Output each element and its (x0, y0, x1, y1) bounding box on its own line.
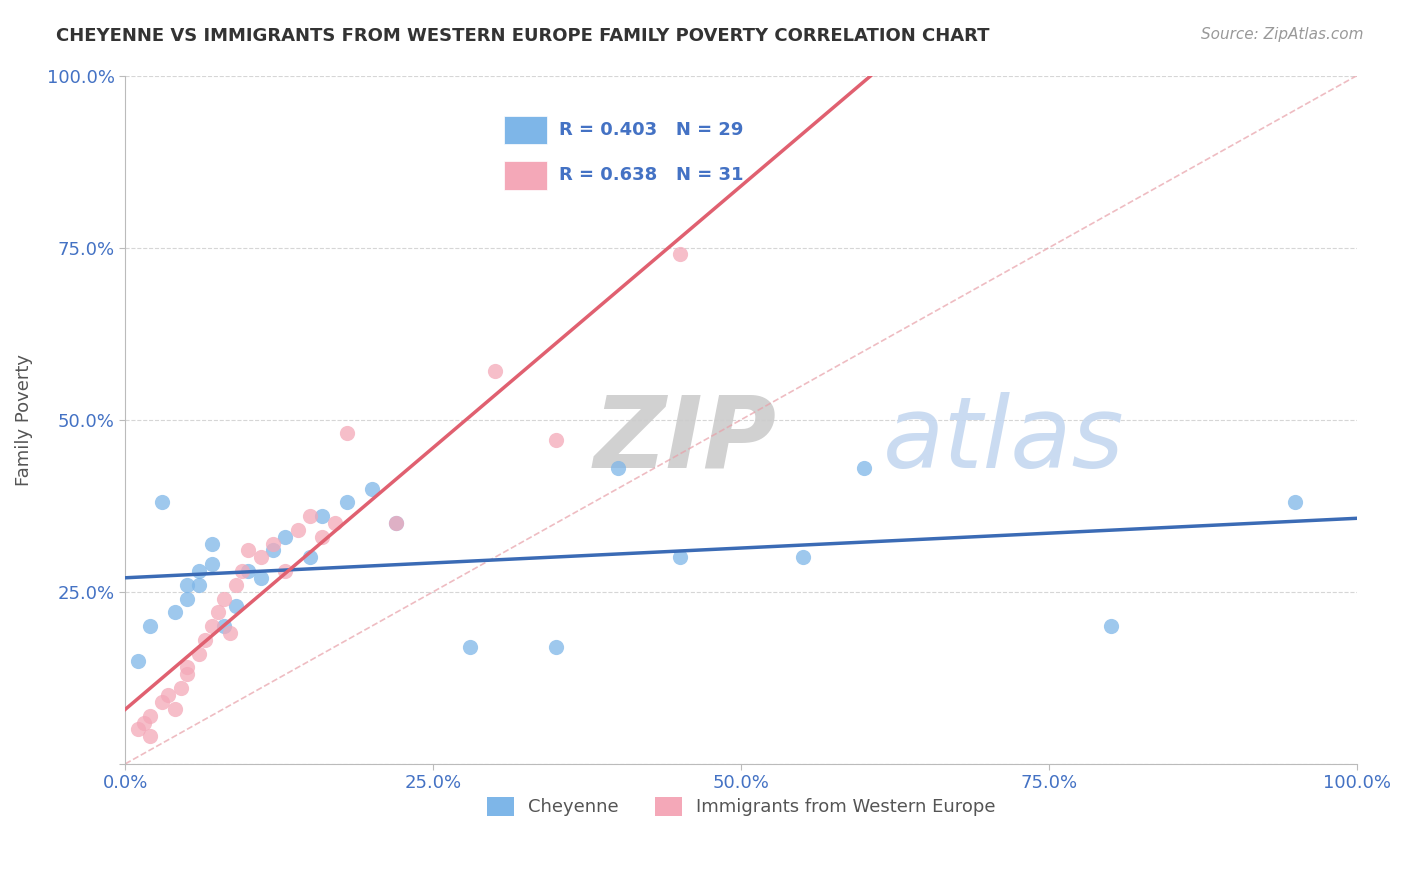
Point (157, 688, 180, 702)
Point (176, 667, 198, 681)
Point (336, 426, 359, 441)
Point (188, 578, 211, 592)
Point (231, 564, 253, 578)
Point (311, 530, 333, 544)
Point (127, 654, 149, 668)
Point (238, 543, 260, 558)
Point (176, 591, 198, 606)
Point (139, 708, 162, 723)
Point (311, 509, 333, 524)
Point (853, 460, 876, 475)
Point (200, 619, 222, 633)
Point (176, 660, 198, 674)
Point (458, 640, 481, 654)
Text: atlas: atlas (883, 392, 1125, 489)
Point (176, 578, 198, 592)
Text: Source: ZipAtlas.com: Source: ZipAtlas.com (1201, 27, 1364, 42)
Point (668, 550, 690, 565)
Legend: Cheyenne, Immigrants from Western Europe: Cheyenne, Immigrants from Western Europe (479, 789, 1002, 823)
Point (274, 564, 297, 578)
Text: CHEYENNE VS IMMIGRANTS FROM WESTERN EUROPE FAMILY POVERTY CORRELATION CHART: CHEYENNE VS IMMIGRANTS FROM WESTERN EURO… (56, 27, 990, 45)
Point (792, 550, 814, 565)
Point (212, 619, 235, 633)
Point (194, 632, 217, 647)
Point (170, 681, 193, 695)
Point (546, 434, 568, 448)
Point (262, 543, 284, 558)
Point (484, 364, 506, 378)
Point (546, 640, 568, 654)
Point (150, 495, 173, 509)
Point (207, 606, 229, 620)
Point (188, 564, 211, 578)
Point (139, 729, 162, 743)
Point (219, 626, 242, 640)
Point (262, 536, 284, 550)
Y-axis label: Family Poverty: Family Poverty (15, 353, 32, 485)
Point (200, 558, 222, 572)
Point (287, 523, 309, 537)
Point (225, 599, 247, 613)
Point (668, 247, 690, 261)
Point (139, 619, 162, 633)
Point (336, 495, 359, 509)
Point (249, 550, 271, 565)
Point (385, 516, 408, 530)
Point (212, 591, 235, 606)
Point (238, 564, 260, 578)
Point (150, 695, 173, 709)
Point (274, 530, 297, 544)
Point (127, 723, 149, 737)
Point (299, 550, 322, 565)
Text: ZIP: ZIP (593, 392, 776, 489)
Point (132, 715, 155, 730)
Point (360, 482, 382, 496)
Point (1099, 619, 1122, 633)
Point (188, 647, 211, 661)
Point (385, 516, 408, 530)
Point (607, 460, 630, 475)
Point (163, 702, 186, 716)
Point (299, 509, 322, 524)
Point (249, 571, 271, 585)
Point (200, 536, 222, 550)
Point (323, 516, 346, 530)
Point (1284, 495, 1306, 509)
Point (225, 578, 247, 592)
Point (163, 606, 186, 620)
